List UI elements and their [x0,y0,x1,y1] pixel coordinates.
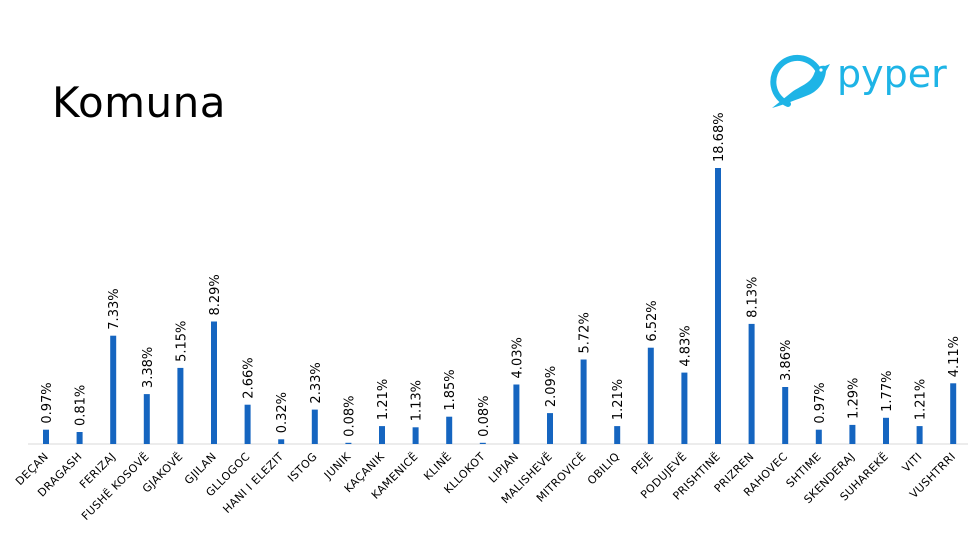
bar-8 [311,409,318,444]
bar-15 [547,413,553,444]
value-label: 7.33% [107,288,122,329]
logo-text: pyper [837,52,947,96]
bar-5 [211,321,217,444]
bars-group [43,168,957,444]
value-label: 0.81% [74,385,89,426]
value-label: 2.33% [309,362,324,403]
value-label: 18.68% [712,112,727,162]
bar-4 [177,367,184,444]
value-label: 6.52% [645,300,660,341]
value-label: 1.21% [611,379,626,420]
value-label: 1.21% [914,379,929,420]
bar-26 [916,426,923,444]
category-label: JUNIK [321,450,354,483]
page-title: Komuna [52,78,227,127]
bar-2 [110,335,117,444]
value-label: 2.09% [544,366,559,407]
value-label: 5.15% [174,321,189,362]
category-label: HANI I ELEZIT [220,450,286,516]
bar-18 [647,347,654,444]
bar-3 [143,394,150,444]
value-label: 1.85% [443,369,458,410]
bar-22 [782,387,789,444]
pyper-logo [770,54,830,108]
bar-20 [715,168,721,444]
bar-13 [479,442,486,444]
bar-24 [849,424,856,444]
bar-10 [379,426,385,444]
bar-16 [580,359,587,444]
value-label: 0.97% [40,382,55,423]
bar-11 [412,427,419,444]
value-label: 0.08% [477,396,492,437]
value-label: 1.77% [880,371,895,412]
bar-21 [748,323,755,444]
category-label: OBILIQ [585,450,622,487]
bar-12 [446,416,453,444]
bar-6 [244,404,251,444]
bar-19 [681,372,688,444]
bar-27 [950,383,957,444]
bird-icon [770,54,830,108]
bar-7 [278,439,285,444]
value-label: 1.29% [846,378,861,419]
value-labels-group: 0.97% 0.81% 7.33% 3.38% 5.15% 8.29% 2.66% 0.32%… [40,112,962,436]
category-label: ISTOG [285,450,320,485]
value-label: 8.29% [208,274,223,315]
value-label: 0.97% [813,382,828,423]
value-label: 3.38% [141,347,156,388]
bar-17 [614,426,621,444]
bar-23 [815,429,822,444]
value-label: 1.21% [376,379,391,420]
bar-14 [513,384,520,444]
bar-1 [76,432,83,444]
bar-0 [43,429,49,444]
bar-9 [345,442,352,444]
value-label: 4.11% [947,336,962,377]
value-label: 4.83% [678,325,693,366]
bar-25 [883,417,889,444]
value-label: 5.72% [578,312,593,353]
value-label: 8.13% [746,277,761,318]
value-label: 0.08% [342,396,357,437]
category-label: PEJË [629,450,656,477]
value-label: 0.32% [275,392,290,433]
value-label: 1.13% [410,380,425,421]
value-label: 2.66% [242,357,257,398]
value-label: 4.03% [510,337,525,378]
category-label: VITI [900,450,925,475]
value-label: 3.86% [779,340,794,381]
